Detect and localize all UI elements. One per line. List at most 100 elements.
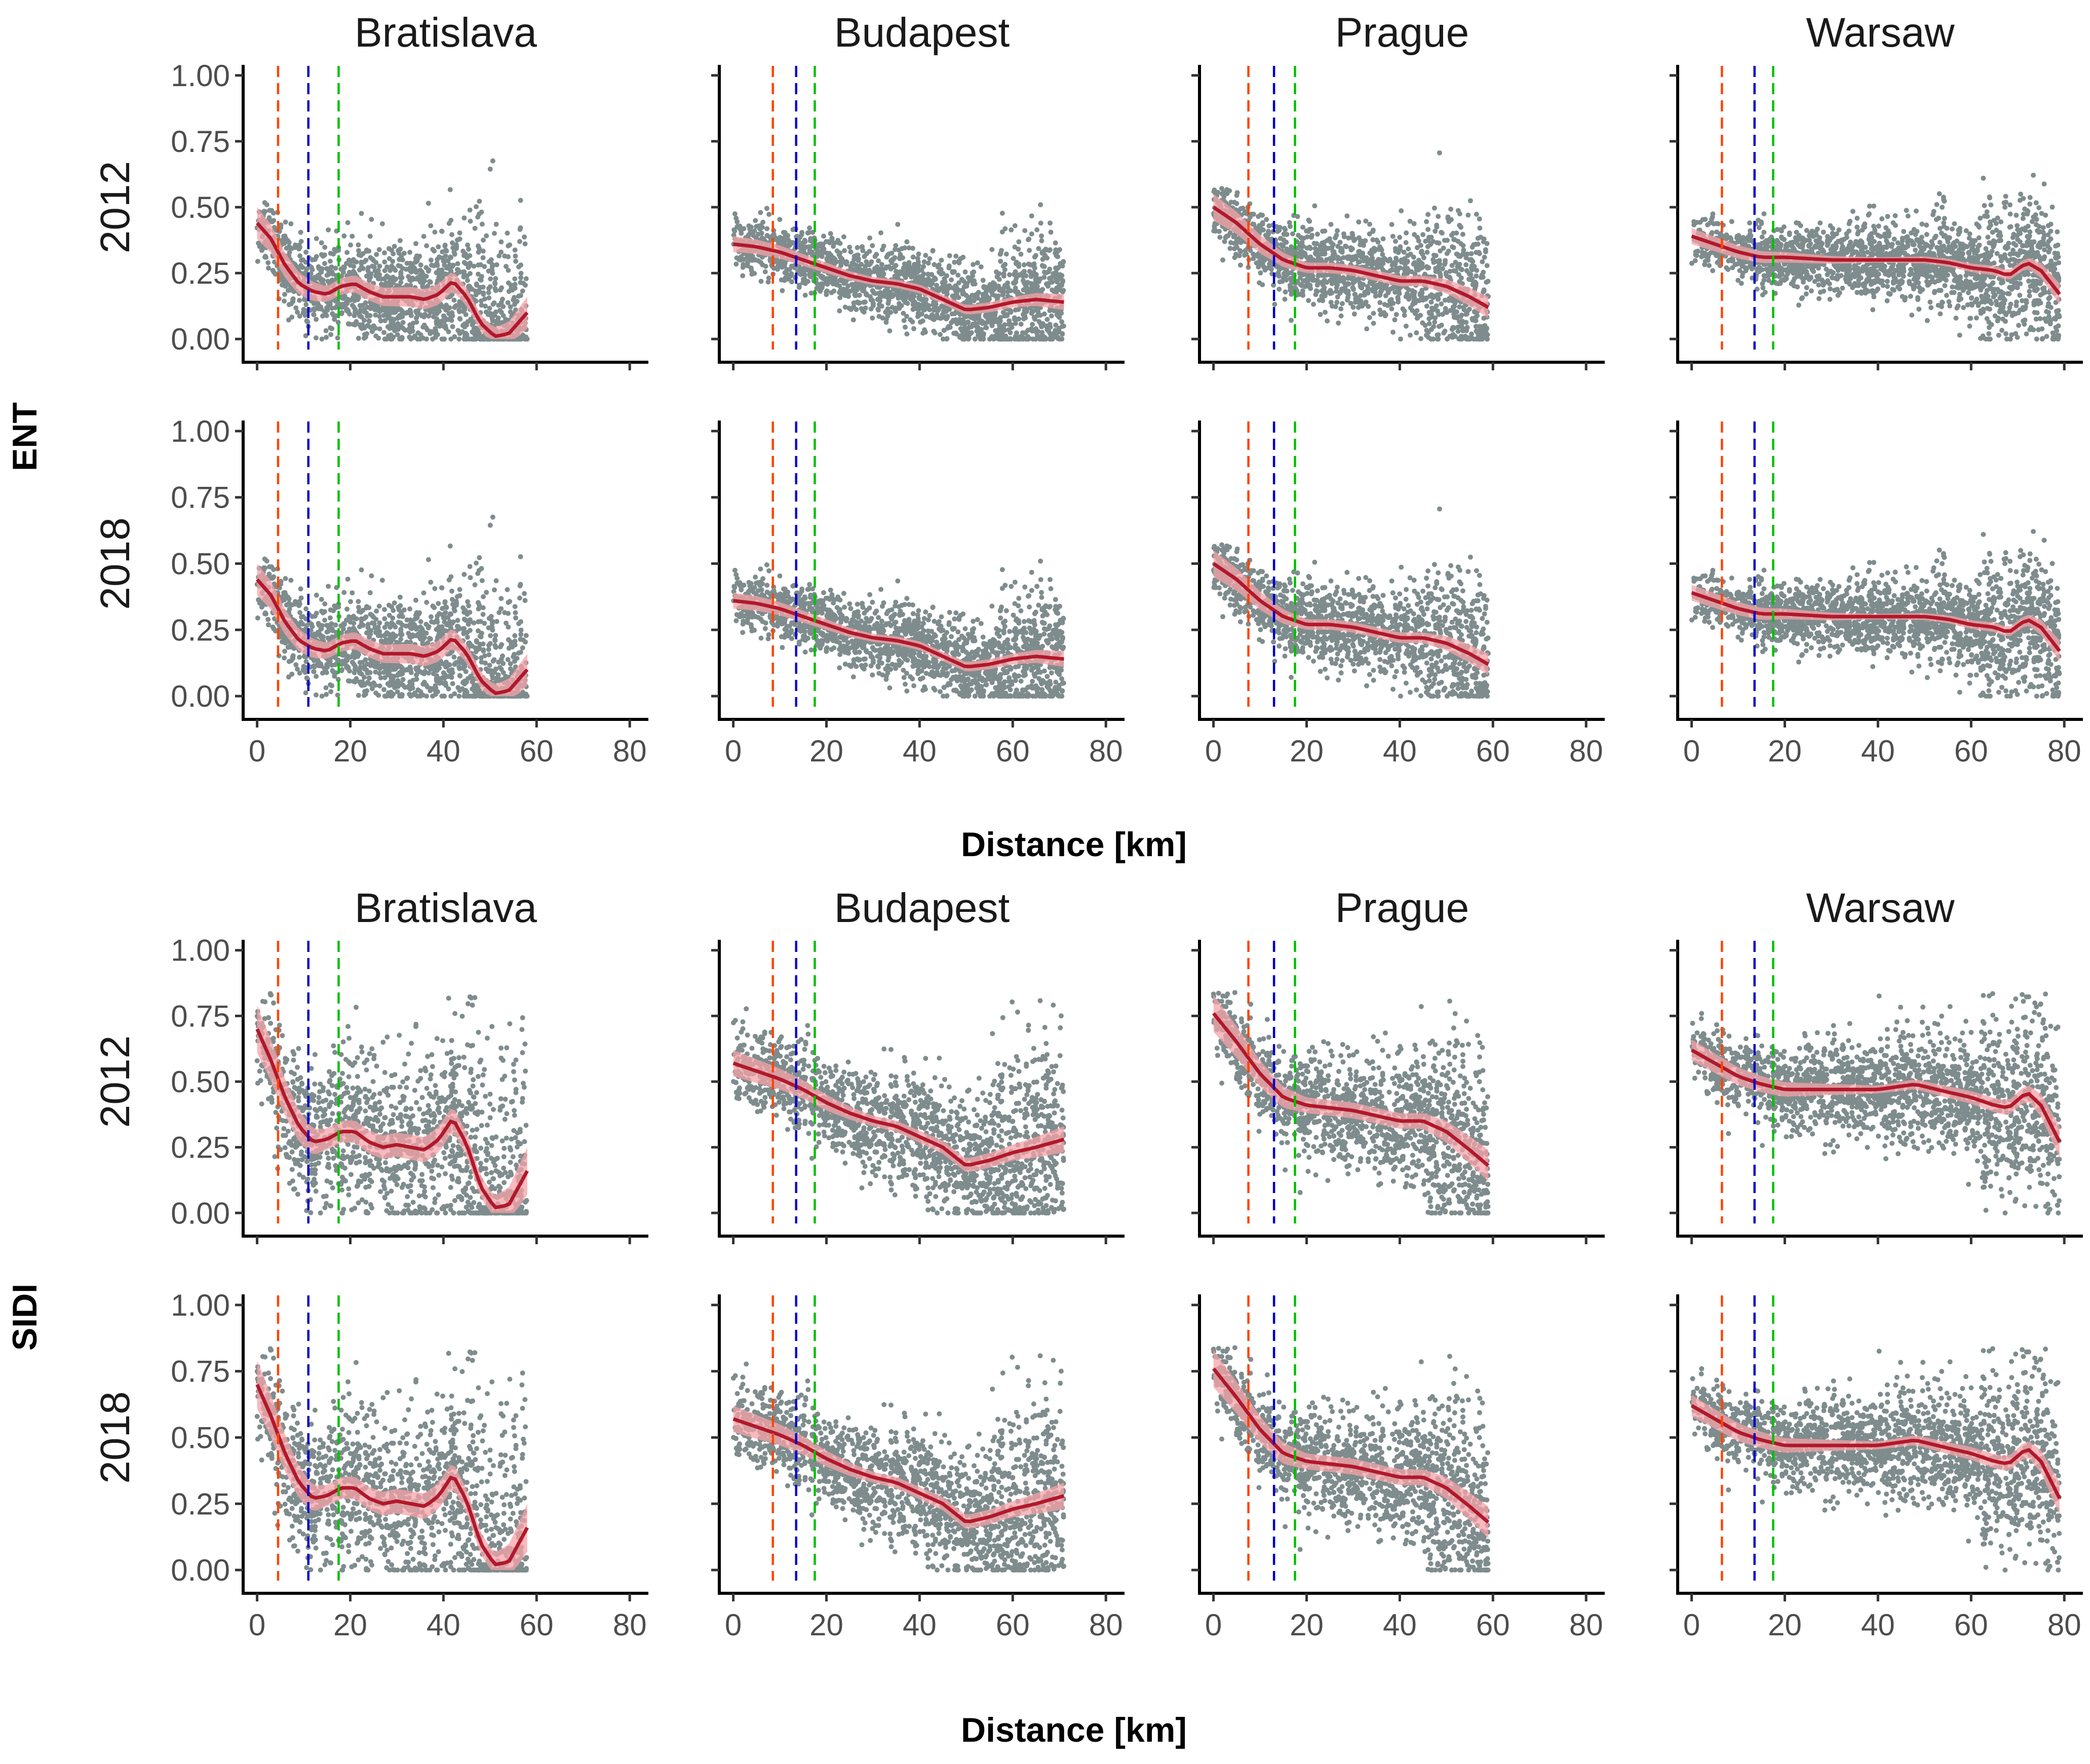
scatter-point (1403, 268, 1408, 273)
scatter-point (488, 276, 493, 282)
scatter-point (1275, 228, 1281, 234)
scatter-point (471, 263, 477, 269)
scatter-point (960, 254, 966, 260)
scatter-point (381, 330, 386, 335)
scatter-point (1041, 264, 1047, 269)
scatter-point (848, 249, 854, 255)
scatter-point (496, 253, 502, 259)
scatter-point (900, 255, 905, 260)
scatter-point (936, 307, 941, 313)
scatter-point (1286, 249, 1292, 254)
scatter-point (1448, 206, 1454, 212)
scatter-point (298, 239, 304, 244)
scatter-point (1047, 322, 1053, 327)
scatter-point (876, 290, 882, 296)
scatter-point (1467, 198, 1473, 204)
scatter-point (965, 294, 971, 300)
scatter-point (1350, 233, 1356, 238)
scatter-point (1340, 275, 1346, 281)
scatter-point (1352, 292, 1358, 297)
scatter-point (1330, 249, 1336, 254)
scatter-point (339, 273, 344, 279)
scatter-point (512, 276, 518, 282)
scatter-point (861, 310, 867, 315)
scatter-point (464, 333, 470, 338)
scatter-point (1372, 283, 1377, 289)
scatter-point (1460, 232, 1465, 237)
scatter-point (465, 278, 470, 283)
scatter-point (969, 277, 975, 283)
scatter-point (468, 218, 473, 224)
scatter-point (736, 225, 742, 231)
scatter-point (1305, 276, 1311, 282)
scatter-point (1007, 272, 1013, 278)
scatter-point (910, 254, 916, 260)
scatter-point (1053, 287, 1058, 293)
scatter-point (298, 229, 303, 235)
scatter-point (286, 302, 292, 308)
scatter-point (487, 312, 492, 318)
scatter-point (447, 187, 453, 193)
scatter-point (1348, 300, 1353, 306)
scatter-point (788, 274, 793, 279)
scatter-point (1438, 291, 1443, 297)
scatter-point (856, 263, 861, 269)
scatter-point (371, 258, 376, 263)
scatter-point (998, 330, 1004, 335)
scatter-point (845, 283, 850, 289)
scatter-point (1445, 238, 1450, 243)
scatter-point (377, 263, 382, 269)
scatter-point (1394, 258, 1400, 263)
scatter-point (342, 302, 348, 308)
scatter-point (956, 260, 962, 265)
scatter-point (890, 257, 896, 262)
scatter-point (426, 267, 432, 273)
scatter-point (749, 267, 754, 273)
scatter-point (444, 248, 449, 254)
scatter-point (314, 335, 319, 340)
scatter-point (1053, 240, 1058, 246)
scatter-point (944, 285, 949, 291)
scatter-point (350, 234, 355, 239)
scatter-point (852, 285, 858, 290)
scatter-point (895, 273, 901, 278)
scatter-point (1039, 238, 1044, 244)
scatter-point (1236, 253, 1242, 258)
scatter-point (959, 321, 964, 326)
scatter-point (1436, 336, 1441, 342)
scatter-point (1234, 193, 1240, 198)
scatter-point (1250, 221, 1256, 227)
scatter-point (1322, 228, 1328, 234)
scatter-point (518, 198, 523, 203)
scatter-point (347, 297, 353, 303)
scatter-point (446, 329, 451, 334)
scatter-point (1398, 244, 1403, 250)
scatter-point (345, 220, 351, 225)
scatter-point (937, 270, 942, 275)
scatter-point (1402, 308, 1407, 314)
scatter-point (517, 239, 522, 244)
scatter-point (398, 263, 403, 269)
scatter-point (303, 302, 309, 308)
scatter-point (1408, 332, 1413, 338)
scatter-point (1421, 255, 1426, 260)
scatter-point (465, 242, 471, 248)
scatter-point (280, 237, 286, 243)
scatter-point (862, 266, 868, 272)
scatter-point (1001, 274, 1007, 279)
scatter-point (285, 238, 291, 243)
scatter-point (1297, 275, 1303, 281)
scatter-point (448, 336, 454, 342)
scatter-point (746, 234, 751, 239)
scatter-point (512, 247, 518, 253)
scatter-point (1457, 211, 1462, 217)
scatter-point (778, 261, 783, 266)
scatter-point (1329, 281, 1335, 286)
scatter-point (1022, 228, 1028, 234)
scatter-point (951, 269, 957, 275)
scatter-point (356, 248, 361, 253)
scatter-point (1325, 318, 1330, 324)
scatter-point (807, 225, 812, 231)
scatter-point (763, 263, 768, 269)
scatter-point (512, 282, 518, 287)
